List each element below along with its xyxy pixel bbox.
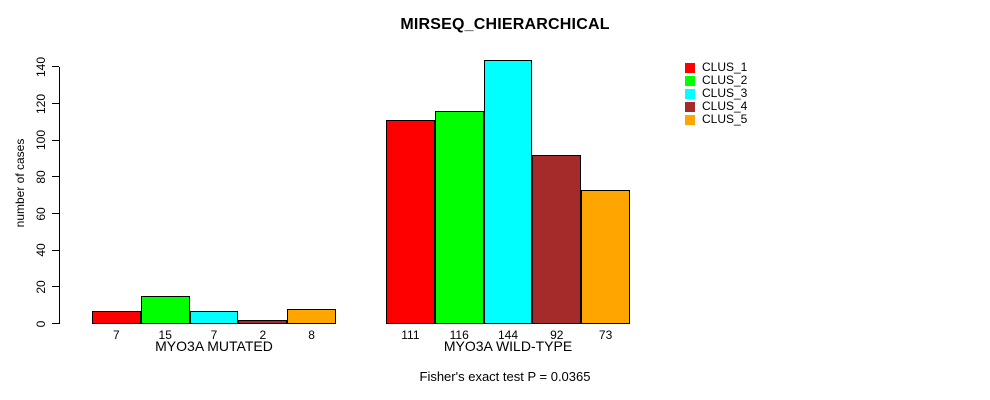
legend-item-clus_5: CLUS_5 [685, 113, 747, 126]
bar-clus_3-group1 [189, 310, 239, 325]
bar-clus_4-group2 [532, 154, 582, 325]
y-axis-tick-label: 140 [34, 56, 48, 77]
y-axis-tick [51, 139, 59, 141]
bar-clus_2-group2 [434, 110, 484, 325]
legend-item-label: CLUS_3 [702, 86, 748, 100]
bar-clus_5-group1 [287, 308, 336, 325]
y-axis-tick [51, 323, 59, 324]
y-axis-tick-label: 20 [34, 280, 48, 294]
legend-item-clus_4: CLUS_4 [685, 100, 747, 113]
y-axis-tick [51, 66, 59, 68]
bar-value-label: 73 [598, 328, 613, 342]
y-axis-tick [51, 103, 59, 105]
legend-swatch-icon [685, 101, 695, 112]
y-axis-tick-label: 100 [34, 130, 48, 151]
legend: CLUS_1 CLUS_2 CLUS_3 CLUS_4 CLUS_5 [685, 61, 747, 126]
chart-title: MIRSEQ_CHIERARCHICAL [400, 16, 610, 33]
legend-item-clus_2: CLUS_2 [685, 74, 747, 87]
legend-item-label: CLUS_1 [702, 60, 748, 74]
legend-item-label: CLUS_5 [702, 112, 748, 126]
y-axis-line [58, 66, 60, 325]
y-axis-tick-label: 40 [34, 243, 48, 257]
group-label: MYO3A WILD-TYPE [443, 338, 573, 354]
y-axis-tick-label: 80 [34, 170, 48, 184]
legend-item-label: CLUS_2 [702, 73, 748, 87]
y-axis-tick [51, 286, 59, 288]
group-label: MYO3A MUTATED [155, 338, 273, 354]
legend-swatch-icon [685, 114, 695, 125]
bar-value-label: 7 [210, 328, 218, 342]
bar-value-label: 7 [113, 328, 120, 342]
bar-clus_3-group2 [483, 59, 533, 325]
y-axis-tick [51, 213, 59, 215]
legend-swatch-icon [685, 88, 695, 99]
bar-value-label: 8 [308, 328, 315, 342]
y-axis-tick [51, 249, 59, 251]
bar-clus_1-group1 [92, 310, 141, 325]
bar-value-label: 116 [449, 328, 469, 342]
legend-item-clus_3: CLUS_3 [685, 87, 747, 100]
legend-swatch-icon [685, 75, 695, 86]
bar-value-label: 144 [497, 328, 518, 342]
y-axis-tick-label: 0 [34, 320, 48, 327]
legend-item-label: CLUS_4 [702, 99, 748, 113]
bar-value-label: 2 [259, 328, 267, 342]
bar-clus_1-group2 [386, 120, 435, 325]
bar-value-label: 92 [550, 328, 564, 342]
bar-clus_5-group2 [581, 189, 630, 325]
bar-value-label: 15 [158, 328, 172, 342]
legend-item-clus_1: CLUS_1 [685, 61, 747, 74]
legend-swatch-icon [685, 62, 695, 73]
y-axis-tick-label: 120 [34, 93, 48, 114]
y-axis-tick [51, 176, 59, 178]
annotation-text: Fisher's exact test P = 0.0365 [419, 369, 591, 384]
bar-value-label: 111 [401, 328, 420, 342]
bar-clus_4-group1 [238, 319, 288, 325]
y-axis-label: number of cases [13, 138, 27, 228]
y-axis-tick-label: 60 [34, 206, 48, 221]
bar-clus_2-group1 [140, 296, 190, 325]
